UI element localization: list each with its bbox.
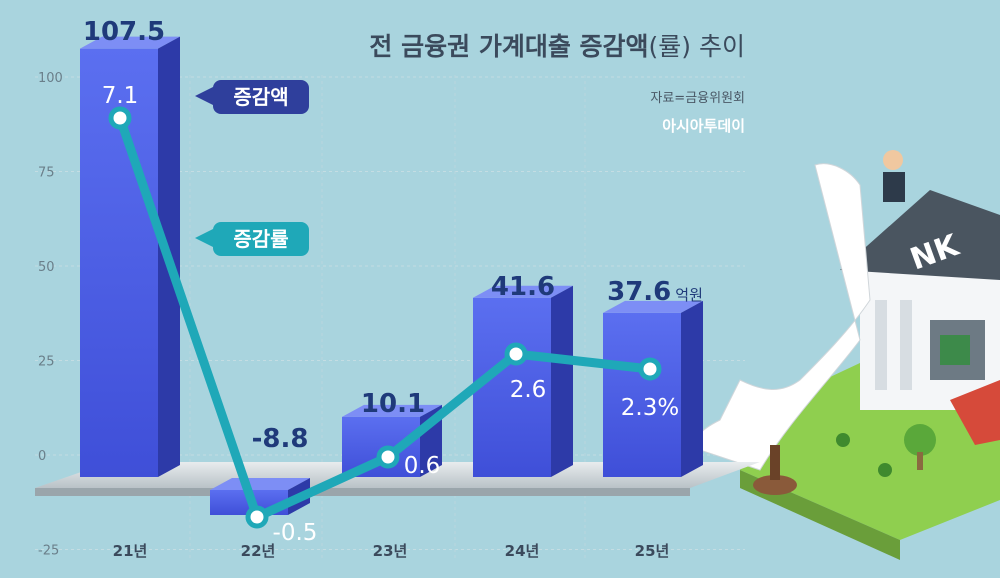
rate-value-label: 2.6 [510, 377, 547, 403]
bank-column [875, 300, 887, 390]
legend-rate-label: 증감률 [233, 227, 288, 251]
bar-value-label: 41.6 [491, 272, 555, 302]
gavel-handle [770, 445, 780, 480]
x-tick-label: 24년 [505, 542, 540, 560]
x-tick-label: 25년 [635, 542, 670, 560]
rate-value-label: 0.6 [404, 453, 441, 479]
legend-amount-box [213, 80, 309, 114]
bank-roof [840, 190, 1000, 280]
rate-value-label: 2.3% [621, 395, 679, 421]
bank-illustration: NK [695, 150, 1000, 560]
y-tick-label: 75 [38, 166, 55, 181]
chart-source: 자료=금융위원회 [650, 91, 745, 106]
rate-point [108, 106, 132, 130]
legend-amount-label: 증감액 [233, 85, 288, 109]
legend-amount-pointer [195, 86, 215, 106]
legend-amount: 증감액 [195, 80, 309, 114]
bush [836, 433, 850, 447]
bar-value-label: 37.6 억원 [607, 277, 703, 307]
x-tick-label: 22년 [241, 542, 276, 560]
rate-line-group: 7.1 -0.5 0.6 2.6 2.3% [102, 83, 680, 546]
chart-brand: 아시아투데이 [662, 117, 745, 135]
bar-top [80, 36, 180, 49]
bar-side [551, 285, 573, 477]
bar [342, 404, 442, 477]
y-axis-ticks: 100 75 50 25 0 -25 [38, 71, 63, 559]
rate-value-label: -0.5 [273, 520, 318, 546]
y-tick-label: 100 [38, 71, 63, 86]
y-tick-label: 50 [38, 260, 55, 275]
base-plate-edge [35, 488, 690, 496]
money-stack [940, 335, 970, 365]
legend-rate-pointer [195, 228, 215, 248]
chart-title: 전 금융권 가계대출 증감액(률) 추이 [369, 32, 745, 61]
rate-point [376, 445, 400, 469]
bar-side [681, 300, 703, 477]
rate-point [504, 342, 528, 366]
legend-rate: 증감률 [195, 222, 309, 256]
bar-value-label: 10.1 [361, 389, 425, 419]
legend-rate-box [213, 222, 309, 256]
x-axis-ticks: 21년 22년 23년 24년 25년 [113, 542, 670, 560]
x-tick-label: 21년 [113, 542, 148, 560]
y-tick-label: -25 [38, 544, 59, 559]
x-tick-label: 23년 [373, 542, 408, 560]
bush [878, 463, 892, 477]
rate-value-label: 7.1 [102, 83, 139, 109]
bar-front [473, 297, 551, 477]
person-body [883, 172, 905, 202]
tree [904, 424, 936, 456]
rate-point [638, 357, 662, 381]
rate-point [245, 505, 269, 529]
gavel-base [753, 475, 797, 495]
bar-value-label: -8.8 [252, 424, 309, 454]
bar-top [603, 300, 703, 313]
person-head [883, 150, 903, 170]
bar-top [473, 285, 573, 298]
chart-title-main: 전 금융권 가계대출 증감액 [369, 32, 648, 61]
bar [473, 285, 573, 477]
bar-value-label: 107.5 [83, 17, 165, 47]
y-tick-label: 0 [38, 449, 46, 464]
bar-value-unit: 억원 [675, 286, 703, 304]
grid-lines [35, 75, 745, 560]
chart-title-suffix: (률) 추이 [649, 32, 745, 61]
y-tick-label: 25 [38, 355, 55, 370]
bank-column [900, 300, 912, 390]
bar-top [210, 478, 310, 490]
tree-trunk [917, 452, 923, 470]
bar [603, 300, 703, 477]
bars-group [80, 36, 703, 515]
paper-scroll [695, 163, 871, 471]
bar-front [603, 312, 681, 477]
red-stairs [950, 380, 1000, 445]
bar-top [342, 404, 442, 417]
